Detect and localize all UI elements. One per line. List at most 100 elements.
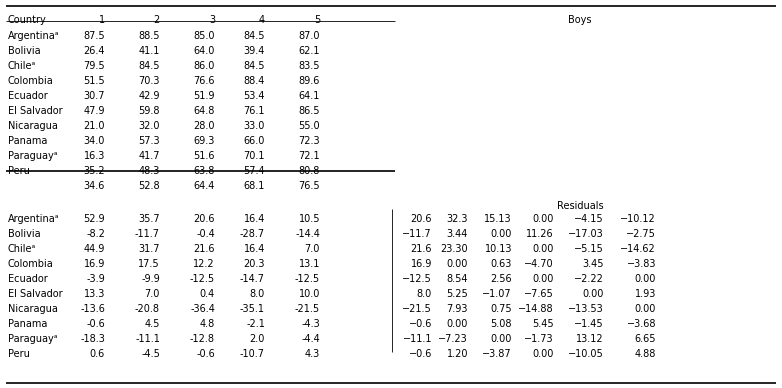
Text: 70.3: 70.3 (138, 76, 160, 86)
Text: 3: 3 (209, 15, 215, 25)
Text: 13.1: 13.1 (299, 259, 320, 269)
Text: 3.45: 3.45 (583, 259, 604, 269)
Text: 76.1: 76.1 (243, 106, 265, 116)
Text: 84.5: 84.5 (138, 61, 160, 71)
Text: 1.20: 1.20 (447, 349, 468, 359)
Text: 34.0: 34.0 (84, 136, 105, 146)
Text: -8.2: -8.2 (86, 229, 105, 239)
Text: Nicaragua: Nicaragua (8, 304, 58, 314)
Text: -14.4: -14.4 (295, 229, 320, 239)
Text: 16.4: 16.4 (244, 244, 265, 254)
Text: 7.0: 7.0 (305, 244, 320, 254)
Text: 64.8: 64.8 (194, 106, 215, 116)
Text: 0.00: 0.00 (635, 304, 656, 314)
Text: -4.3: -4.3 (301, 319, 320, 329)
Text: 52.8: 52.8 (138, 181, 160, 191)
Text: 16.4: 16.4 (244, 214, 265, 224)
Text: 28.0: 28.0 (193, 121, 215, 131)
Text: −12.5: −12.5 (402, 274, 432, 284)
Text: Ecuador: Ecuador (8, 274, 48, 284)
Text: 0.00: 0.00 (447, 259, 468, 269)
Text: −4.15: −4.15 (574, 214, 604, 224)
Text: 59.8: 59.8 (138, 106, 160, 116)
Text: -35.1: -35.1 (240, 304, 265, 314)
Text: 86.0: 86.0 (194, 61, 215, 71)
Text: -13.6: -13.6 (80, 304, 105, 314)
Text: −14.88: −14.88 (518, 304, 554, 314)
Text: 35.2: 35.2 (84, 166, 105, 176)
Text: −14.62: −14.62 (620, 244, 656, 254)
Text: −2.22: −2.22 (574, 274, 604, 284)
Text: 2.56: 2.56 (490, 274, 512, 284)
Text: 0.75: 0.75 (490, 304, 512, 314)
Text: 0.00: 0.00 (490, 334, 512, 344)
Text: El Salvador: El Salvador (8, 289, 63, 299)
Text: 57.4: 57.4 (243, 166, 265, 176)
Text: 76.6: 76.6 (193, 76, 215, 86)
Text: 20.6: 20.6 (193, 214, 215, 224)
Text: 7.0: 7.0 (145, 289, 160, 299)
Text: −1.73: −1.73 (525, 334, 554, 344)
Text: 1.93: 1.93 (635, 289, 656, 299)
Text: Panama: Panama (8, 136, 48, 146)
Text: 41.7: 41.7 (138, 151, 160, 161)
Text: 20.6: 20.6 (411, 214, 432, 224)
Text: 5.25: 5.25 (447, 289, 468, 299)
Text: 21.0: 21.0 (84, 121, 105, 131)
Text: 72.3: 72.3 (299, 136, 320, 146)
Text: 66.0: 66.0 (244, 136, 265, 146)
Text: 0.00: 0.00 (533, 274, 554, 284)
Text: 4: 4 (259, 15, 265, 25)
Text: 16.9: 16.9 (411, 259, 432, 269)
Text: Peru: Peru (8, 166, 30, 176)
Text: −7.65: −7.65 (524, 289, 554, 299)
Text: 5.08: 5.08 (490, 319, 512, 329)
Text: 51.6: 51.6 (193, 151, 215, 161)
Text: −10.05: −10.05 (569, 349, 604, 359)
Text: 35.7: 35.7 (138, 214, 160, 224)
Text: 87.5: 87.5 (84, 31, 105, 41)
Text: 53.4: 53.4 (243, 91, 265, 101)
Text: 15.13: 15.13 (484, 214, 512, 224)
Text: 52.9: 52.9 (84, 214, 105, 224)
Text: Peru: Peru (8, 349, 30, 359)
Text: −17.03: −17.03 (569, 229, 604, 239)
Text: 10.5: 10.5 (299, 214, 320, 224)
Text: −2.75: −2.75 (626, 229, 656, 239)
Text: Nicaragua: Nicaragua (8, 121, 58, 131)
Text: Paraguayᵃ: Paraguayᵃ (8, 334, 58, 344)
Text: 51.9: 51.9 (193, 91, 215, 101)
Text: Boys: Boys (569, 15, 592, 25)
Text: Chileᵃ: Chileᵃ (8, 244, 36, 254)
Text: Residuals: Residuals (557, 201, 603, 211)
Text: 4.88: 4.88 (635, 349, 656, 359)
Text: Country: Country (8, 15, 47, 25)
Text: 11.26: 11.26 (526, 229, 554, 239)
Text: 57.3: 57.3 (138, 136, 160, 146)
Text: 69.3: 69.3 (194, 136, 215, 146)
Text: 8.0: 8.0 (417, 289, 432, 299)
Text: 0.00: 0.00 (583, 289, 604, 299)
Text: 5: 5 (314, 15, 320, 25)
Text: −5.15: −5.15 (574, 244, 604, 254)
Text: 2: 2 (154, 15, 160, 25)
Text: 85.0: 85.0 (193, 31, 215, 41)
Text: 6.65: 6.65 (634, 334, 656, 344)
Text: -28.7: -28.7 (240, 229, 265, 239)
Text: 0.4: 0.4 (199, 289, 215, 299)
Text: -3.9: -3.9 (86, 274, 105, 284)
Text: 83.5: 83.5 (299, 61, 320, 71)
Text: 76.5: 76.5 (299, 181, 320, 191)
Text: 17.5: 17.5 (138, 259, 160, 269)
Text: Colombia: Colombia (8, 76, 54, 86)
Text: 51.5: 51.5 (84, 76, 105, 86)
Text: −0.6: −0.6 (409, 319, 432, 329)
Text: 0.00: 0.00 (533, 214, 554, 224)
Text: -4.4: -4.4 (301, 334, 320, 344)
Text: 80.8: 80.8 (299, 166, 320, 176)
Text: 30.7: 30.7 (84, 91, 105, 101)
Text: −21.5: −21.5 (402, 304, 432, 314)
Text: −1.45: −1.45 (574, 319, 604, 329)
Text: -18.3: -18.3 (80, 334, 105, 344)
Text: 10.0: 10.0 (299, 289, 320, 299)
